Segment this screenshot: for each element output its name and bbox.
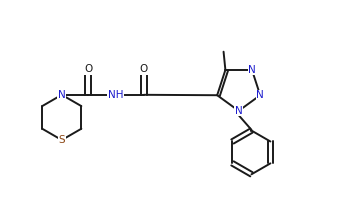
Text: N: N xyxy=(256,90,264,100)
Text: O: O xyxy=(84,64,92,74)
Text: N: N xyxy=(248,65,256,75)
Text: O: O xyxy=(140,64,148,74)
Text: N: N xyxy=(235,106,242,116)
Text: N: N xyxy=(58,90,66,100)
Text: NH: NH xyxy=(108,90,123,100)
Text: S: S xyxy=(59,135,65,145)
